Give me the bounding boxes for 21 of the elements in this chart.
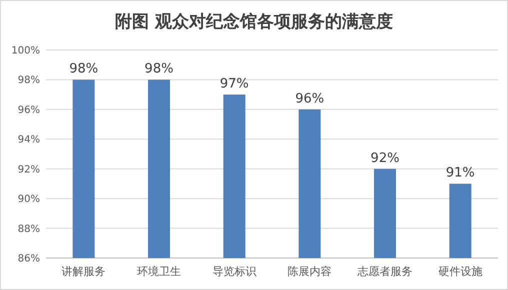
x-tick-label: 环境卫生 — [137, 265, 181, 278]
data-label: 92% — [370, 150, 400, 166]
data-label: 98% — [69, 62, 98, 77]
y-tick-label: 94% — [18, 134, 40, 146]
x-tick-label: 志愿者服务 — [358, 265, 412, 278]
y-tick-label: 100% — [11, 46, 40, 56]
y-tick-label: 96% — [18, 104, 40, 116]
data-label: 96% — [295, 91, 324, 106]
title: 附图 观众对纪念馆各项服务的满意度 — [115, 12, 393, 32]
y-tick-label: 90% — [18, 194, 40, 206]
y-tick-label: 86% — [18, 254, 40, 264]
y-tick-label: 98% — [18, 75, 40, 86]
data-label: 98% — [144, 62, 174, 77]
data-label: 91% — [446, 166, 475, 181]
y-tick-label: 92% — [18, 164, 40, 176]
y-tick-label: 88% — [18, 224, 40, 235]
data-label: 97% — [220, 76, 249, 92]
x-tick-label: 导览标识 — [212, 265, 256, 278]
x-tick-label: 陈展内容 — [288, 265, 332, 278]
x-tick-label: 讲解服务 — [62, 265, 106, 278]
x-tick-label: 硬件设施 — [438, 265, 482, 278]
